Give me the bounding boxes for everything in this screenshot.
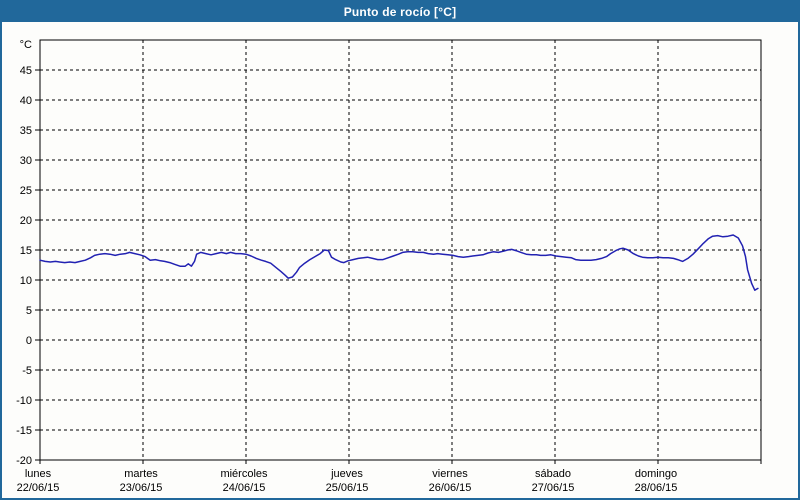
y-tick-label: -20 [16,455,32,467]
y-axis-unit-label: °C [20,39,32,51]
chart-canvas: 45 40 35 30 25 20 15 10 5 0 -5 -10 -15 -20 °C lunes 22/0… [16,39,762,494]
y-tick-label: -15 [16,425,32,437]
x-date-label: 27/06/15 [532,482,575,494]
y-tick-label: 25 [20,185,32,197]
x-date-label: 22/06/15 [17,482,60,494]
axis-frame [39,39,762,461]
x-day-label: jueves [330,468,363,480]
title-bar: Punto de rocío [°C] [2,2,798,22]
x-date-label: 28/06/15 [635,482,678,494]
x-day-label: lunes [25,468,52,480]
x-day-label: miércoles [220,468,268,480]
y-tick-label: 30 [20,155,32,167]
y-tick-label: 15 [20,245,32,257]
x-day-label: domingo [635,468,677,480]
x-date-label: 25/06/15 [326,482,369,494]
y-tick-label: 40 [20,95,32,107]
y-tick-label: 10 [20,275,32,287]
y-tick-label: -5 [22,365,32,377]
y-tick-label: -10 [16,395,32,407]
chart-area: 45 40 35 30 25 20 15 10 5 0 -5 -10 -15 -20 °C lunes 22/0… [2,22,798,498]
x-date-label: 23/06/15 [120,482,163,494]
dewpoint-line [39,234,759,291]
x-day-label: sábado [535,468,571,480]
x-date-label: 24/06/15 [223,482,266,494]
chart-title: Punto de rocío [°C] [343,5,457,19]
x-date-label: 26/06/15 [429,482,472,494]
x-day-label: martes [124,468,158,480]
y-tick-label: 20 [20,215,32,227]
x-day-label: viernes [432,468,468,480]
y-tick-label: 35 [20,125,32,137]
y-tick-label: 0 [26,335,32,347]
y-tick-label: 5 [26,305,32,317]
y-tick-label: 45 [20,65,32,77]
